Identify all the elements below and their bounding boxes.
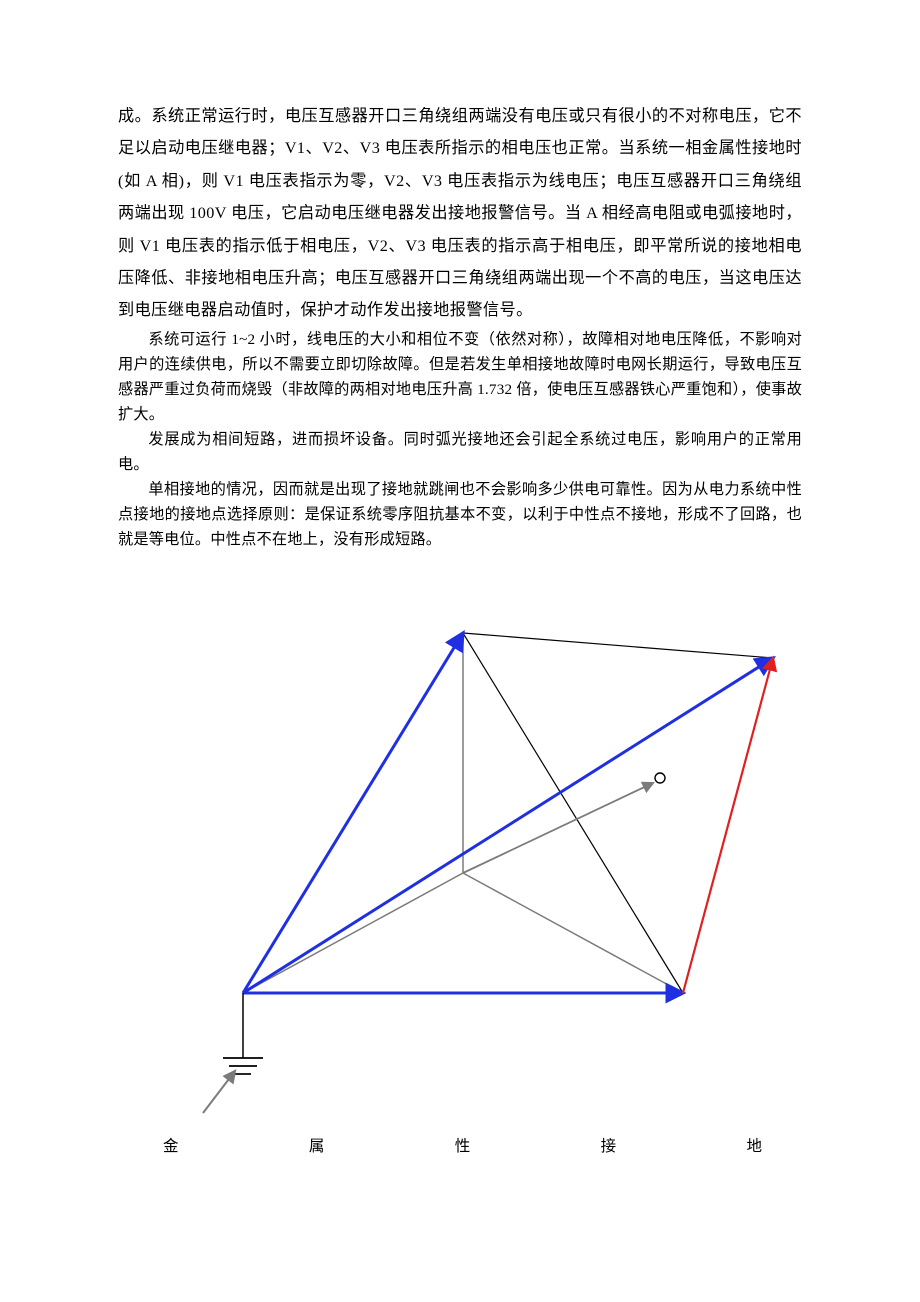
paragraph-1: 成。系统正常运行时，电压互感器开口三角绕组两端没有电压或只有很小的不对称电压，它…	[118, 100, 802, 327]
paragraph-2: 系统可运行 1~2 小时，线电压的大小和相位不变（依然对称），故障相对地电压降低…	[118, 327, 802, 427]
diagram-caption: 金 属 性 接 地	[118, 1134, 802, 1156]
caption-char-5: 地	[746, 1134, 762, 1156]
paragraph-3: 发展成为相间短路，进而损坏设备。同时弧光接地还会引起全系统过电压，影响用户的正常…	[118, 427, 802, 477]
caption-char-2: 属	[309, 1134, 325, 1156]
caption-char-4: 接	[601, 1134, 617, 1156]
caption-char-1: 金	[163, 1134, 179, 1156]
phasor-diagram	[163, 603, 802, 1128]
phasor-diagram-svg	[163, 603, 803, 1123]
paragraph-4: 单相接地的情况，因而就是出现了接地就跳闸也不会影响多少供电可靠性。因为从电力系统…	[118, 477, 802, 552]
document-page: 成。系统正常运行时，电压互感器开口三角绕组两端没有电压或只有很小的不对称电压，它…	[0, 0, 920, 1216]
caption-char-3: 性	[455, 1134, 471, 1156]
